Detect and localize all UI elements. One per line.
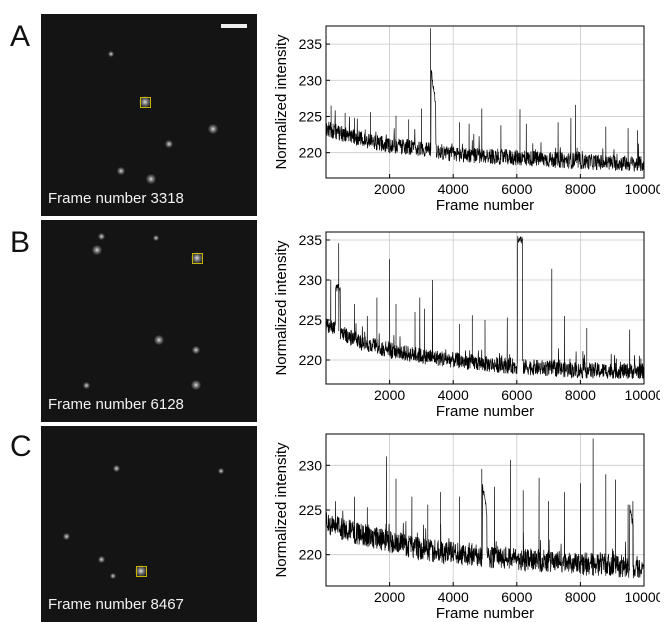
- x-tick-label: 4000: [438, 181, 469, 197]
- y-tick-label: 220: [299, 145, 323, 161]
- panel-letter-a: A: [10, 20, 31, 53]
- y-tick-label: 225: [299, 312, 323, 328]
- y-axis-label: Normalized intensity: [273, 442, 290, 578]
- fluorescent-spot: [191, 252, 203, 264]
- intensity-trace: [325, 438, 645, 579]
- x-tick-label: 4000: [438, 589, 469, 605]
- roi-marker: [139, 96, 151, 108]
- x-tick-label: 2000: [374, 589, 405, 605]
- intensity-chart-c: 2000 4000 6000 8000 10000 220 225 230 Frame numb…: [273, 433, 660, 622]
- y-tick-label: 230: [299, 72, 323, 88]
- fluorescent-spot: [112, 464, 120, 472]
- x-axis-label: Frame number: [436, 605, 534, 622]
- fluorescent-spot: [154, 335, 164, 345]
- plot-frame: [325, 25, 645, 179]
- fluorescent-spot: [218, 468, 224, 474]
- y-tick-label: 230: [299, 272, 323, 288]
- y-tick-label: 235: [299, 232, 323, 248]
- x-tick-label: 10000: [625, 589, 660, 605]
- microscopy-image-b: Frame number 6128: [41, 220, 257, 422]
- x-tick-label: 4000: [438, 387, 469, 403]
- y-tick-label: 225: [299, 502, 323, 518]
- fluorescent-spot: [191, 380, 201, 390]
- microscopy-image-c: Frame number 8467: [41, 426, 257, 622]
- frame-caption-c: Frame number 8467: [48, 596, 184, 613]
- y-tick-label: 220: [299, 352, 323, 368]
- y-tick-label: 230: [299, 457, 323, 473]
- fluorescent-spot: [165, 140, 173, 148]
- x-tick-label: 8000: [565, 589, 596, 605]
- fluorescent-spot: [97, 232, 105, 240]
- fluorescent-spot: [62, 532, 70, 540]
- x-tick-label: 8000: [565, 181, 596, 197]
- x-tick-label: 6000: [501, 589, 532, 605]
- frame-caption-a: Frame number 3318: [48, 190, 184, 207]
- fluorescent-spot: [208, 124, 218, 134]
- fluorescent-spot: [108, 51, 114, 57]
- x-axis-label: Frame number: [436, 197, 534, 214]
- fluorescent-spot: [153, 235, 159, 241]
- x-tick-label: 8000: [565, 387, 596, 403]
- intensity-chart-a: 2000 4000 6000 8000 10000 220 225 230 235 Frame n…: [273, 25, 660, 214]
- fluorescent-spot: [97, 555, 105, 563]
- plot-frame: [325, 231, 645, 385]
- panel-letter-b: B: [10, 226, 31, 259]
- intensity-plot-b: 2000 4000 6000 8000 10000 220 225 230 235 Frame n…: [268, 220, 660, 420]
- panel-letter-c: C: [10, 430, 32, 463]
- roi-marker: [135, 565, 147, 577]
- x-tick-label: 6000: [501, 387, 532, 403]
- fluorescent-spot: [135, 565, 147, 577]
- fluorescent-spot: [82, 381, 90, 389]
- fluorescent-spot: [117, 167, 125, 175]
- frame-caption-b: Frame number 6128: [48, 396, 184, 413]
- intensity-chart-b: 2000 4000 6000 8000 10000 220 225 230 235 Frame n…: [273, 231, 660, 420]
- x-tick-label: 10000: [625, 181, 660, 197]
- fluorescent-spot: [110, 573, 116, 579]
- fluorescent-spot: [192, 346, 200, 354]
- intensity-trace: [325, 28, 645, 172]
- x-tick-label: 2000: [374, 181, 405, 197]
- scale-bar: [221, 24, 247, 28]
- y-tick-label: 225: [299, 108, 323, 124]
- intensity-plot-a: 2000 4000 6000 8000 10000 220 225 230 235 Frame n…: [268, 14, 660, 214]
- roi-marker: [191, 252, 203, 264]
- fluorescent-spot: [92, 245, 102, 255]
- y-tick-label: 220: [299, 547, 323, 563]
- microscopy-image-a: Frame number 3318: [41, 14, 257, 216]
- y-axis-label: Normalized intensity: [273, 240, 290, 376]
- y-tick-label: 235: [299, 36, 323, 52]
- x-tick-label: 2000: [374, 387, 405, 403]
- intensity-plot-c: 2000 4000 6000 8000 10000 220 225 230 Frame numb…: [268, 422, 660, 622]
- fluorescent-spot: [139, 96, 151, 108]
- fluorescent-spot: [146, 174, 156, 184]
- x-tick-label: 10000: [625, 387, 660, 403]
- y-axis-label: Normalized intensity: [273, 34, 290, 170]
- x-axis-label: Frame number: [436, 403, 534, 420]
- intensity-trace: [325, 236, 645, 380]
- x-tick-label: 6000: [501, 181, 532, 197]
